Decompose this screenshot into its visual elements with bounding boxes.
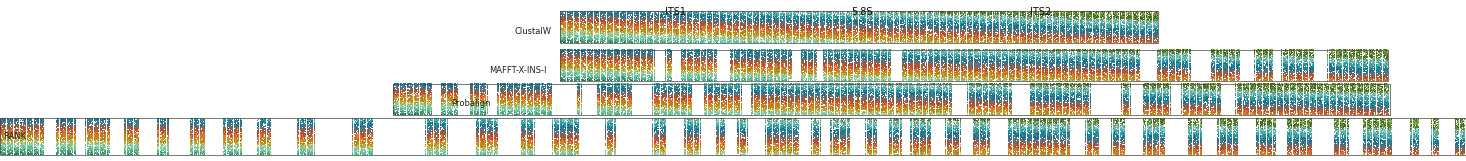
Text: RANK: RANK — [3, 132, 26, 141]
Text: ITS2: ITS2 — [1031, 7, 1051, 17]
Text: 5.8S: 5.8S — [852, 7, 872, 17]
Text: Probalign: Probalign — [452, 99, 491, 108]
Bar — [0, 118, 1466, 155]
Bar — [393, 84, 1390, 115]
Text: ITS1: ITS1 — [666, 7, 686, 17]
Bar — [560, 11, 1158, 43]
Text: MAFFT-X-INS-I: MAFFT-X-INS-I — [490, 66, 547, 75]
Text: ClustalW: ClustalW — [515, 27, 551, 36]
Bar — [560, 50, 1388, 81]
